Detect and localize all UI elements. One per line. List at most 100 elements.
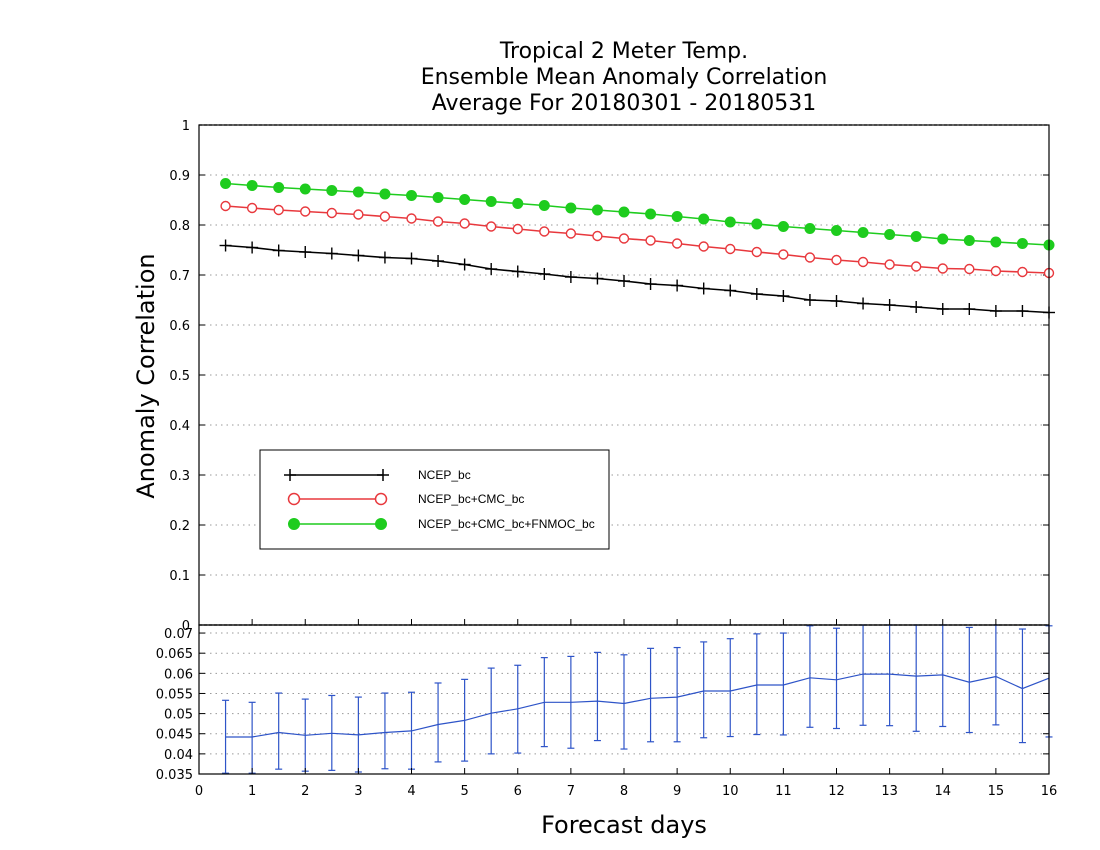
- legend-marker-ncep-cmc-fnmoc-end: [375, 518, 387, 530]
- series-2-point: [725, 243, 736, 255]
- series-1-point: [591, 272, 604, 285]
- series-2-point: [326, 207, 338, 219]
- series-3-point: [671, 211, 683, 222]
- main-y-tick-label: 1: [182, 119, 190, 134]
- series-1-point: [564, 271, 577, 283]
- x-tick-label: 9: [673, 784, 681, 799]
- legend-marker-ncep-cmc-end: [374, 492, 388, 506]
- series-3-point: [352, 186, 364, 198]
- series-2-point: [379, 211, 391, 222]
- series-2-point: [512, 223, 523, 235]
- lower-y-tick-label: 0.06: [164, 667, 193, 682]
- x-tick-label: 7: [567, 784, 575, 799]
- series-3-point: [406, 190, 417, 201]
- series-3-point: [937, 233, 949, 245]
- legend-label-ncep-cmc-fnmoc: NCEP_bc+CMC_bc+FNMOC_bc: [418, 517, 595, 531]
- x-tick-label: 6: [514, 784, 522, 799]
- series-2-point: [273, 204, 284, 216]
- main-y-tick-label: 0.9: [169, 169, 190, 184]
- main-y-tick-label: 0: [182, 619, 190, 634]
- series-2-point: [592, 230, 603, 242]
- series-3-point: [538, 200, 550, 211]
- series-3-point: [724, 216, 736, 228]
- y-axis-label: Anomaly Correlation: [132, 253, 160, 498]
- series-1-point: [272, 244, 285, 257]
- series-2-point: [459, 218, 470, 229]
- x-tick-label: 3: [354, 784, 362, 799]
- x-tick-label: 15: [988, 784, 1005, 799]
- series-2-point: [1017, 266, 1028, 278]
- x-tick-label: 8: [620, 784, 628, 799]
- series-1-point: [750, 288, 763, 300]
- series-1-point: [803, 294, 816, 306]
- series-1-point: [458, 258, 471, 271]
- legend-label-ncep: NCEP_bc: [418, 468, 471, 482]
- series-1-point: [299, 246, 312, 258]
- series-1-point: [1016, 305, 1029, 317]
- series-3-point: [432, 192, 444, 203]
- series-3-point: [698, 213, 710, 225]
- main-y-tick-label: 0.3: [169, 469, 190, 484]
- series-2-point: [246, 202, 258, 214]
- series-3-point: [565, 202, 577, 214]
- series-3-point: [1016, 238, 1028, 249]
- series-2-point: [671, 238, 683, 249]
- series-1-point: [405, 252, 418, 265]
- series-1-point: [671, 279, 684, 292]
- series-3-point: [884, 229, 896, 240]
- series-1-point: [777, 290, 790, 302]
- series-2-point: [698, 241, 709, 252]
- series-1-point: [511, 265, 524, 278]
- x-tick-label: 11: [775, 784, 792, 799]
- series-1-point: [989, 305, 1002, 317]
- x-tick-label: 10: [722, 784, 739, 799]
- lower-y-tick-label: 0.04: [164, 748, 193, 763]
- x-tick-label: 0: [195, 784, 203, 799]
- chart-title-line-1: Tropical 2 Meter Temp.: [499, 39, 748, 64]
- lower-y-tick-label: 0.035: [156, 768, 193, 783]
- series-1-point: [538, 268, 551, 280]
- series-2-point: [618, 233, 630, 244]
- legend-marker-ncep-cmc-fnmoc-start: [288, 518, 300, 530]
- series-3-point: [910, 231, 922, 242]
- lower-series-line: [225, 673, 1050, 738]
- series-2-point: [884, 259, 895, 270]
- x-axis-label: Forecast days: [541, 811, 707, 839]
- series-3-point: [379, 188, 391, 200]
- series-1-point: [724, 284, 737, 297]
- series-1-point: [936, 303, 949, 315]
- series-3-point: [459, 194, 471, 205]
- series-1-point: [432, 255, 445, 267]
- series-3-point: [299, 183, 311, 195]
- legend: NCEP_bc NCEP_bc+CMC_bc NCEP_bc+CMC_bc+FN…: [259, 449, 610, 550]
- x-tick-label: 16: [1041, 784, 1058, 799]
- series-1-point: [485, 263, 498, 275]
- series-2-point: [831, 254, 842, 266]
- series-2-point: [990, 265, 1002, 277]
- chart-title-line-3: Average For 20180301 - 20180531: [432, 91, 817, 116]
- series-1-point: [644, 278, 657, 290]
- series-2-point: [353, 209, 364, 220]
- main-y-tick-label: 0.8: [169, 219, 190, 234]
- series-2-point: [751, 246, 763, 258]
- series-2-point: [857, 256, 869, 268]
- series-2-point: [910, 261, 922, 272]
- main-y-tick-label: 0.2: [169, 519, 190, 534]
- lower-y-tick-label: 0.045: [156, 728, 193, 743]
- series-3-point: [751, 218, 763, 230]
- series-1-point: [697, 282, 710, 295]
- series-line-2: [225, 205, 1050, 274]
- x-tick-label: 14: [934, 784, 951, 799]
- series-2-point: [964, 263, 975, 275]
- main-y-tick-label: 0.7: [169, 269, 190, 284]
- x-axis-ticks: 0 1 2 3 4 5 6 7 8 9 10 11 12 13 14 15 16: [195, 619, 1057, 799]
- legend-marker-ncep-end: [377, 469, 389, 481]
- series-3-point: [326, 185, 338, 196]
- series-2-point: [300, 206, 311, 217]
- series-3-point: [618, 206, 630, 218]
- series-2-point: [565, 228, 577, 239]
- lower-y-tick-label: 0.05: [164, 708, 193, 723]
- series-1-point: [219, 239, 232, 252]
- lower-panel-y-ticks: 0.035 0.04 0.045 0.05 0.055 0.06 0.065 0.07: [156, 627, 1049, 783]
